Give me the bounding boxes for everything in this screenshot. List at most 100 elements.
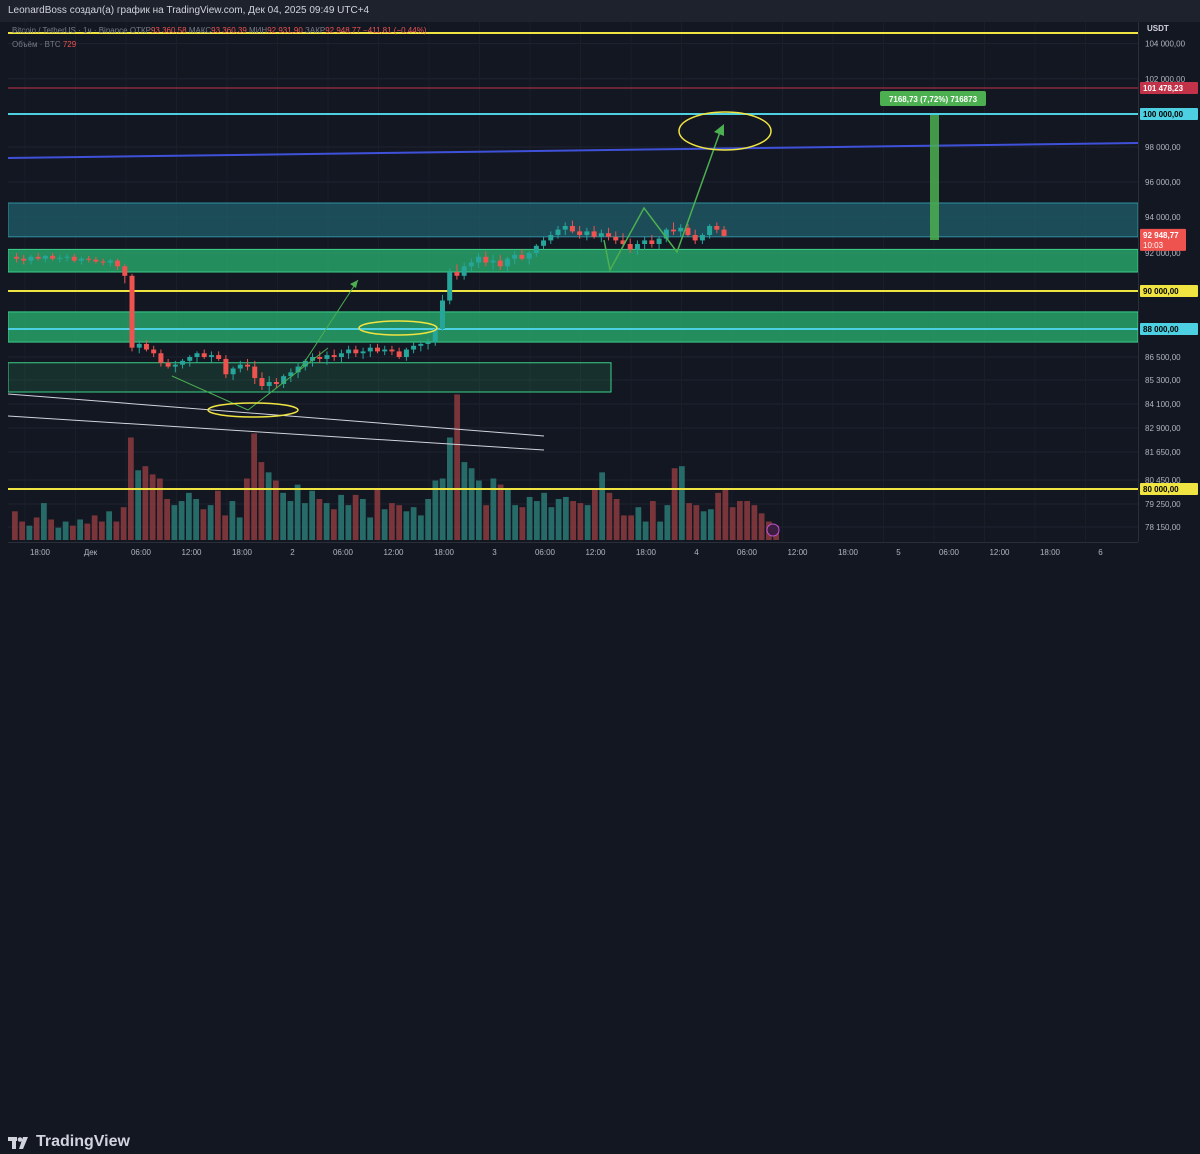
candle-body-68 [504, 258, 510, 267]
candle-body-4 [42, 255, 48, 259]
price-tick-0: 104 000,00 [1145, 40, 1186, 49]
candle-body-6 [57, 257, 63, 259]
candle-body-18 [143, 343, 149, 350]
price-axis-svg[interactable]: USDT 104 000,00 102 000,00 98 000,00 96 000,… [1139, 22, 1200, 542]
candle-body-77 [569, 226, 575, 232]
candle-body-50 [375, 347, 380, 352]
arrow-line-2 [603, 131, 721, 273]
volume-bar-84 [621, 515, 627, 540]
volume-bar-61 [454, 394, 460, 540]
volume-bar-77 [570, 501, 576, 540]
ellipse-highlight-3 [678, 111, 772, 151]
arrow-head-2 [714, 124, 724, 136]
candle-body-52 [389, 349, 395, 352]
candle-body-28 [216, 355, 222, 359]
volume-bar-30 [229, 501, 236, 540]
candle-body-39 [295, 366, 301, 373]
candle-body-26 [201, 353, 207, 357]
high-value: 93 360,39 [211, 26, 247, 35]
yellow-level-badge-90k-bg [1140, 285, 1198, 297]
volume-bar-86 [635, 507, 642, 540]
volume-bar-14 [113, 521, 120, 540]
candle-body-82 [606, 233, 612, 237]
volume-bar-73 [541, 492, 547, 540]
candle-body-7 [64, 256, 70, 258]
price-tick-13: 78 150,00 [1145, 523, 1181, 532]
cyan-level-badge-bg [1140, 108, 1198, 120]
candle-body-62 [461, 266, 467, 276]
candle-body-54 [403, 349, 409, 357]
measure-label-bg [880, 91, 986, 106]
candle-body-55 [411, 345, 417, 350]
volume-bar-51 [381, 509, 388, 540]
time-tick-17: 5 [896, 548, 901, 557]
cyan-level-badge: 100 000,00 [1143, 110, 1184, 119]
volume-bar-11 [91, 515, 98, 540]
candle-body-78 [577, 231, 583, 235]
channel-line-upper [7, 393, 545, 437]
time-axis[interactable]: 18:00 Дек 06:00 12:00 18:00 2 06:00 12:00 18:00 3… [8, 542, 1138, 561]
price-axis[interactable]: USDT 104 000,00 102 000,00 98 000,00 96 000,… [1138, 22, 1200, 542]
candle-body-41 [310, 357, 316, 361]
price-tick-2: 98 000,00 [1145, 143, 1181, 152]
open-value: 93 360,58 [150, 26, 187, 35]
candle-body-31 [237, 364, 243, 369]
footer: TradingView [0, 560, 1200, 1150]
candle-body-48 [360, 351, 366, 354]
candle-body-34 [259, 378, 265, 386]
volume-bar-42 [316, 499, 323, 540]
candle-body-84 [620, 240, 626, 244]
chart-area[interactable]: 7168,73 (7,72%) 716873 [7, 22, 1139, 542]
volume-bar-53 [396, 505, 402, 540]
candle-body-86 [634, 244, 640, 250]
volume-bar-90 [664, 505, 671, 540]
volume-bar-18 [142, 466, 149, 540]
volume-bar-52 [389, 503, 395, 540]
volume-label: Объём · BTC [12, 40, 61, 49]
candle-body-0 [14, 256, 19, 259]
volume-bar-62 [461, 462, 468, 540]
candle-body-73 [541, 240, 547, 246]
volume-bar-95 [700, 511, 707, 540]
volume-bar-21 [164, 499, 170, 540]
price-chart-svg[interactable]: 7168,73 (7,72%) 716873 [7, 22, 1139, 542]
volume-bar-93 [686, 503, 692, 540]
red-level-badge-bg [1140, 81, 1198, 94]
time-tick-12: 18:00 [636, 548, 657, 557]
channel-line-lower [7, 415, 545, 451]
time-tick-5: 2 [290, 548, 295, 557]
volume-bar-101 [744, 501, 750, 540]
candle-body-25 [194, 353, 200, 357]
volume-bar-76 [563, 496, 569, 540]
volume-bar-71 [526, 496, 533, 540]
yellow-level-badge-90k: 90 000,00 [1143, 287, 1179, 296]
price-tick-8: 84 100,00 [1145, 400, 1181, 409]
high-label: МАКС [188, 26, 212, 35]
volume-bar-7 [62, 521, 69, 540]
candle-body-11 [93, 259, 99, 262]
volume-bar-94 [693, 505, 700, 540]
candle-body-35 [266, 382, 272, 386]
candle-body-97 [714, 226, 720, 230]
current-price-badge-bg [1140, 228, 1186, 251]
candle-body-92 [678, 227, 684, 232]
volume-value: 729 [62, 40, 77, 49]
candle-body-46 [346, 349, 352, 354]
price-tick-3: 96 000,00 [1145, 178, 1181, 187]
tradingview-logo[interactable]: TradingView [8, 1133, 130, 1151]
volume-bar-80 [592, 488, 598, 540]
time-tick-9: 3 [492, 548, 497, 557]
low-value: 92 931,90 [267, 26, 303, 35]
volume-bar-9 [77, 519, 83, 540]
time-axis-svg[interactable]: 18:00 Дек 06:00 12:00 18:00 2 06:00 12:00 18:00 3… [8, 543, 1138, 561]
volume-bar-27 [207, 505, 214, 540]
candle-body-10 [86, 258, 92, 260]
volume-bar-98 [722, 488, 729, 540]
measure-bar [930, 115, 939, 240]
volume-bar-91 [671, 468, 678, 540]
candle-body-72 [533, 245, 539, 253]
volume-bar-56 [418, 515, 424, 540]
volume-bar-66 [490, 478, 497, 540]
volume-bar-50 [374, 488, 381, 540]
time-tick-1: Дек [84, 548, 98, 557]
